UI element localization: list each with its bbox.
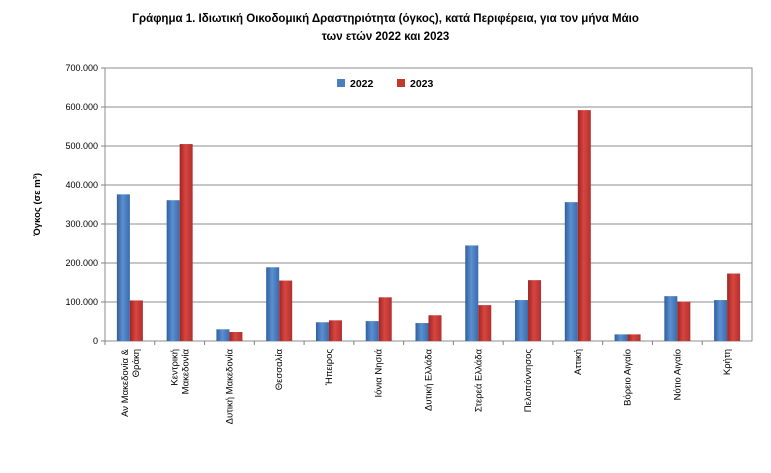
chart-title-line-1: Γράφημα 1. Ιδιωτική Οικοδομική Δραστηριό… xyxy=(132,13,639,25)
legend-swatch-2022 xyxy=(337,79,345,87)
legend-swatch-2023 xyxy=(397,79,405,87)
bar-2022 xyxy=(266,267,280,341)
bar-2022 xyxy=(415,323,429,341)
bar-2023 xyxy=(727,273,741,341)
bar-2023 xyxy=(378,297,392,341)
bar-2022 xyxy=(365,321,379,341)
legend-label: 2022 xyxy=(350,78,374,90)
y-tick-label: 400.000 xyxy=(65,180,98,190)
bar-2022 xyxy=(515,300,529,341)
x-category-label: Κρήτη xyxy=(722,349,733,375)
plot-area xyxy=(104,67,753,342)
y-tick-label: 500.000 xyxy=(65,141,98,151)
bar-2022 xyxy=(315,322,329,341)
chart-title: Γράφημα 1. Ιδιωτική Οικοδομική Δραστηριό… xyxy=(0,10,771,46)
x-category-label: ΚεντρικήΜακεδονία xyxy=(170,349,192,395)
bar-2022 xyxy=(614,334,628,341)
y-tick-label: 100.000 xyxy=(65,297,98,307)
bar-2022 xyxy=(714,300,728,341)
bar-2022 xyxy=(664,296,678,341)
x-category-label: Νότιο Αιγαίο xyxy=(672,349,683,400)
bar-2023 xyxy=(528,280,542,341)
bar-2023 xyxy=(428,315,442,341)
x-category-label: Πελοπόννησος xyxy=(523,349,534,413)
bar-2023 xyxy=(179,144,193,341)
y-axis-label: Όγκος (σε m³) xyxy=(32,173,43,237)
bar-2022 xyxy=(465,245,479,341)
bar-2023 xyxy=(677,301,691,341)
bar-2023 xyxy=(129,300,143,341)
y-tick-label: 600.000 xyxy=(65,102,98,112)
y-tick-label: 300.000 xyxy=(65,219,98,229)
bar-2023 xyxy=(229,332,243,341)
x-category-label: Ιόνια Νησιά xyxy=(374,348,385,397)
bar-2023 xyxy=(328,320,342,341)
x-category-label: Βόρειο Αιγαίο xyxy=(623,349,634,406)
bar-2022 xyxy=(216,329,230,341)
y-tick-label: 0 xyxy=(93,336,98,346)
y-tick-label: 200.000 xyxy=(65,258,98,268)
bar-2023 xyxy=(279,280,293,341)
x-category-label: Θεσσαλία xyxy=(274,348,285,390)
bar-2022 xyxy=(166,200,180,341)
x-category-label: Αττική xyxy=(573,349,584,375)
bar-2023 xyxy=(478,305,492,341)
bar-2022 xyxy=(564,202,578,341)
bar-2023 xyxy=(577,110,591,342)
x-category-label: Αν Μακεδονία &Θράκη xyxy=(120,348,142,417)
x-category-label: Δυτική Ελλάδα xyxy=(424,348,435,411)
y-tick-label: 700.000 xyxy=(65,63,98,73)
legend-label: 2023 xyxy=(410,78,434,90)
bar-2022 xyxy=(116,194,130,341)
chart-title-line-2: των ετών 2022 και 2023 xyxy=(321,31,450,43)
x-category-label: Δυτική Μακεδονία xyxy=(224,349,235,425)
x-category-label: Ήπειρος xyxy=(324,349,335,387)
x-category-label: Στερεά Ελλάδα xyxy=(473,349,484,413)
bar-2023 xyxy=(627,334,641,341)
